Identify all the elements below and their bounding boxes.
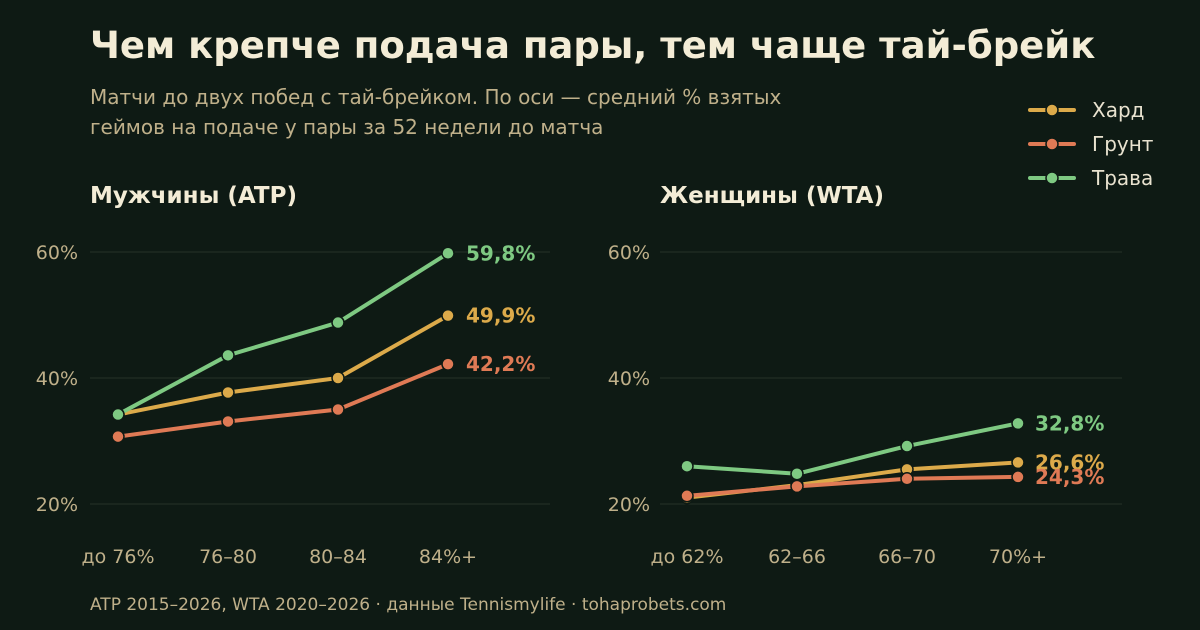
end-value-label: 49,9%: [466, 304, 535, 328]
data-point: [900, 472, 914, 486]
data-point: [441, 357, 455, 371]
data-point: [221, 414, 235, 429]
legend-swatch-marker: [1045, 103, 1059, 117]
data-point: [1011, 455, 1025, 470]
data-point: [900, 439, 914, 453]
y-tick-label: 60%: [608, 242, 650, 264]
legend-label: Хард: [1092, 98, 1144, 122]
legend-item: Грунт: [1028, 132, 1154, 156]
chart-title: Чем крепче подача пары, тем чаще тай-бре…: [90, 24, 1095, 67]
data-point: [441, 308, 455, 323]
legend-label: Трава: [1091, 166, 1153, 190]
data-point: [221, 385, 235, 400]
y-tick-label: 20%: [36, 494, 78, 516]
legend-swatch-marker: [1045, 137, 1059, 151]
data-point: [1011, 470, 1025, 484]
series-line: [685, 474, 1020, 498]
data-point: [111, 407, 125, 422]
panel-title: Мужчины (ATP): [90, 183, 297, 209]
data-point: [441, 246, 455, 261]
y-tick-label: 40%: [36, 368, 78, 390]
end-value-label: 42,2%: [466, 352, 535, 376]
data-point: [680, 489, 694, 503]
x-tick-label: 66–70: [878, 546, 936, 568]
data-point: [790, 467, 804, 481]
legend-swatch-marker: [1045, 171, 1059, 185]
x-tick-label: 84%+: [419, 546, 477, 568]
y-tick-label: 20%: [608, 494, 650, 516]
chart-footer: ATP 2015–2026, WTA 2020–2026 · данные Te…: [90, 595, 726, 615]
end-value-label: 26,6%: [1035, 450, 1104, 474]
chart-subtitle-line-2: геймов на подаче у пары за 52 недели до …: [90, 115, 603, 139]
data-point: [111, 429, 125, 444]
legend-item: Трава: [1028, 166, 1153, 190]
data-point: [331, 371, 345, 385]
x-tick-label: 62–66: [768, 546, 826, 568]
x-tick-label: 76–80: [199, 546, 257, 568]
data-point: [331, 315, 345, 330]
legend-item: Хард: [1028, 98, 1144, 122]
x-tick-label: до 62%: [650, 546, 723, 568]
data-point: [1011, 416, 1025, 431]
x-tick-label: 70%+: [989, 546, 1047, 568]
series-line: [685, 421, 1020, 476]
chart-panel-2: Женщины (WTA) 20% 40% 60% до 62% 62–66 66–70 70…: [608, 183, 1122, 568]
end-value-label: 24,3%: [1035, 465, 1104, 489]
end-value-label: 59,8%: [466, 241, 535, 265]
y-tick-label: 40%: [608, 368, 650, 390]
data-point: [680, 459, 694, 473]
chart-subtitle-line-1: Матчи до двух побед с тай-брейком. По ос…: [90, 85, 782, 109]
x-tick-label: до 76%: [81, 546, 154, 568]
series-line: [116, 362, 450, 439]
legend-label: Грунт: [1092, 132, 1154, 156]
legend: Хард Грунт Трава: [1028, 98, 1154, 190]
x-tick-label: 80–84: [309, 546, 367, 568]
series-line: [116, 313, 450, 417]
panel-title: Женщины (WTA): [660, 183, 884, 209]
data-point: [790, 479, 804, 494]
data-point: [331, 402, 345, 417]
series-line: [116, 251, 450, 417]
end-value-label: 32,8%: [1035, 411, 1104, 435]
data-point: [221, 348, 235, 363]
y-tick-label: 60%: [36, 242, 78, 264]
chart-panels: Мужчины (ATP) 20% 40% 60% до 76% 76–80 80–84 84…: [36, 183, 1122, 568]
chart-panel-1: Мужчины (ATP) 20% 40% 60% до 76% 76–80 80–84 84…: [36, 183, 550, 568]
